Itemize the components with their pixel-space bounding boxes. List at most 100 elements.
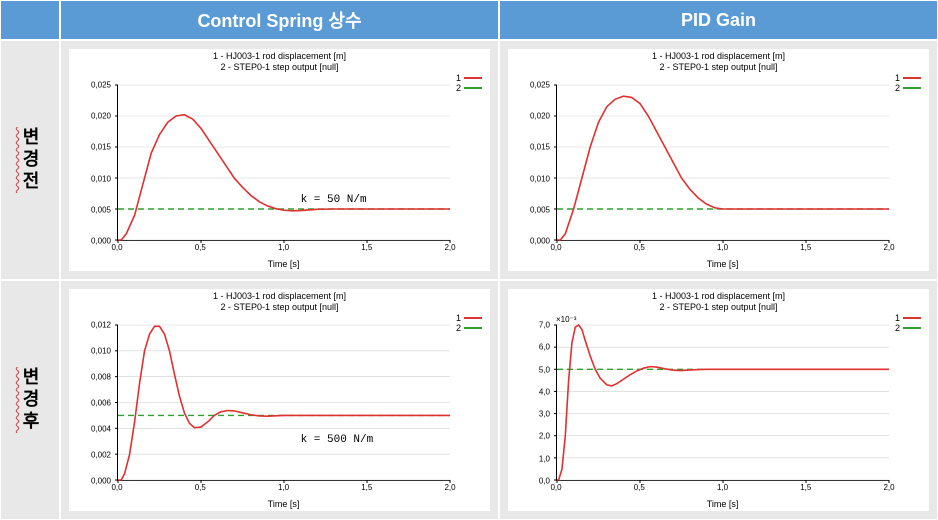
header-col1-text: Control Spring 상수 xyxy=(197,7,361,33)
rowlabel-before: 변경전 xyxy=(0,40,60,280)
y-axis-ticks: 0,0000,0020,0040,0060,0080,0100,012 xyxy=(69,325,115,481)
legend-swatch xyxy=(464,317,482,319)
y-tick-label: 0,015 xyxy=(530,143,550,152)
y-tick-label: 0,000 xyxy=(91,237,111,246)
y-exponent: ×10⁻³ xyxy=(556,315,576,324)
y-axis-ticks: 0,0000,0050,0100,0150,0200,025 xyxy=(69,85,115,241)
y-tick-label: 0,004 xyxy=(91,425,111,434)
x-tick-label: 0,5 xyxy=(195,243,206,252)
legend-swatch xyxy=(464,87,482,89)
chart-r2c1: 1 - HJ003-1 rod displacement [m]2 - STEP… xyxy=(69,289,490,511)
chart-legend: 12 xyxy=(895,313,921,333)
legend-label: 1 xyxy=(456,313,461,323)
x-tick-label: 1,0 xyxy=(278,483,289,492)
x-axis-label: Time [s] xyxy=(556,499,889,509)
rowlabel-after-text: 변경후 xyxy=(17,367,43,433)
y-tick-label: 0,010 xyxy=(91,174,111,183)
response-curve xyxy=(118,326,450,480)
chart-legend: 12 xyxy=(456,313,482,333)
plot-area: k = 50 N/m xyxy=(117,85,450,241)
header-col2: PID Gain xyxy=(499,0,938,40)
legend-swatch xyxy=(903,77,921,79)
y-tick-label: 0,000 xyxy=(530,237,550,246)
legend-item: 1 xyxy=(895,313,921,323)
x-tick-label: 0,5 xyxy=(634,243,645,252)
x-tick-label: 2,0 xyxy=(444,483,455,492)
y-axis-ticks: 0,01,02,03,04,05,06,07,0 xyxy=(508,325,554,481)
x-tick-label: 1,5 xyxy=(800,483,811,492)
x-tick-label: 1,0 xyxy=(278,243,289,252)
chart-title: 1 - HJ003-1 rod displacement [m]2 - STEP… xyxy=(69,51,490,73)
chart-r1c2: 1 - HJ003-1 rod displacement [m]2 - STEP… xyxy=(508,49,929,271)
y-tick-label: 0,025 xyxy=(91,81,111,90)
header-col2-text: PID Gain xyxy=(681,10,756,31)
y-tick-label: 1,0 xyxy=(539,454,550,463)
x-axis-ticks: 0,00,51,01,52,0 xyxy=(556,483,889,495)
legend-item: 1 xyxy=(456,73,482,83)
y-tick-label: 0,006 xyxy=(91,399,111,408)
y-tick-label: 3,0 xyxy=(539,410,550,419)
chart-cell-r1c1: 1 - HJ003-1 rod displacement [m]2 - STEP… xyxy=(60,40,499,280)
legend-item: 2 xyxy=(456,323,482,333)
x-axis-label: Time [s] xyxy=(117,499,450,509)
chart-title: 1 - HJ003-1 rod displacement [m]2 - STEP… xyxy=(508,51,929,73)
y-tick-label: 0,012 xyxy=(91,321,111,330)
y-tick-label: 4,0 xyxy=(539,387,550,396)
y-tick-label: 0,0 xyxy=(539,477,550,486)
y-tick-label: 0,015 xyxy=(91,143,111,152)
y-tick-label: 2,0 xyxy=(539,432,550,441)
x-axis-ticks: 0,00,51,01,52,0 xyxy=(117,243,450,255)
chart-annotation: k = 500 N/m xyxy=(301,434,374,446)
legend-item: 2 xyxy=(456,83,482,93)
legend-label: 2 xyxy=(456,83,461,93)
y-tick-label: 6,0 xyxy=(539,343,550,352)
y-tick-label: 5,0 xyxy=(539,365,550,374)
chart-cell-r1c2: 1 - HJ003-1 rod displacement [m]2 - STEP… xyxy=(499,40,938,280)
legend-label: 1 xyxy=(895,313,900,323)
plot-svg xyxy=(557,85,889,240)
y-tick-label: 0,000 xyxy=(91,477,111,486)
rowlabel-before-text: 변경전 xyxy=(17,127,43,193)
x-axis-ticks: 0,00,51,01,52,0 xyxy=(556,243,889,255)
legend-swatch xyxy=(903,317,921,319)
y-tick-label: 0,020 xyxy=(530,112,550,121)
legend-item: 2 xyxy=(895,83,921,93)
y-tick-label: 0,005 xyxy=(530,205,550,214)
legend-item: 1 xyxy=(895,73,921,83)
legend-label: 2 xyxy=(895,83,900,93)
comparison-table: Control Spring 상수 PID Gain 변경전 1 - HJ003… xyxy=(0,0,938,520)
response-curve xyxy=(557,325,889,480)
x-tick-label: 0,5 xyxy=(195,483,206,492)
chart-legend: 12 xyxy=(456,73,482,93)
y-tick-label: 0,020 xyxy=(91,112,111,121)
x-tick-label: 1,5 xyxy=(361,243,372,252)
y-tick-label: 0,005 xyxy=(91,205,111,214)
y-tick-label: 7,0 xyxy=(539,321,550,330)
plot-svg xyxy=(557,325,889,480)
x-axis-ticks: 0,00,51,01,52,0 xyxy=(117,483,450,495)
response-curve xyxy=(118,115,450,240)
x-axis-label: Time [s] xyxy=(117,259,450,269)
y-tick-label: 0,002 xyxy=(91,451,111,460)
header-col1: Control Spring 상수 xyxy=(60,0,499,40)
x-tick-label: 0,0 xyxy=(550,483,561,492)
plot-svg xyxy=(118,85,450,240)
plot-area xyxy=(556,85,889,241)
legend-swatch xyxy=(464,327,482,329)
y-tick-label: 0,008 xyxy=(91,373,111,382)
y-axis-ticks: 0,0000,0050,0100,0150,0200,025 xyxy=(508,85,554,241)
legend-swatch xyxy=(903,87,921,89)
x-tick-label: 0,5 xyxy=(634,483,645,492)
x-tick-label: 0,0 xyxy=(111,243,122,252)
legend-label: 2 xyxy=(895,323,900,333)
x-tick-label: 2,0 xyxy=(883,243,894,252)
chart-r2c2: 1 - HJ003-1 rod displacement [m]2 - STEP… xyxy=(508,289,929,511)
chart-annotation: k = 50 N/m xyxy=(301,194,367,206)
legend-swatch xyxy=(464,77,482,79)
x-tick-label: 0,0 xyxy=(111,483,122,492)
chart-legend: 12 xyxy=(895,73,921,93)
legend-label: 1 xyxy=(895,73,900,83)
chart-cell-r2c2: 1 - HJ003-1 rod displacement [m]2 - STEP… xyxy=(499,280,938,520)
chart-title: 1 - HJ003-1 rod displacement [m]2 - STEP… xyxy=(69,291,490,313)
plot-area xyxy=(556,325,889,481)
